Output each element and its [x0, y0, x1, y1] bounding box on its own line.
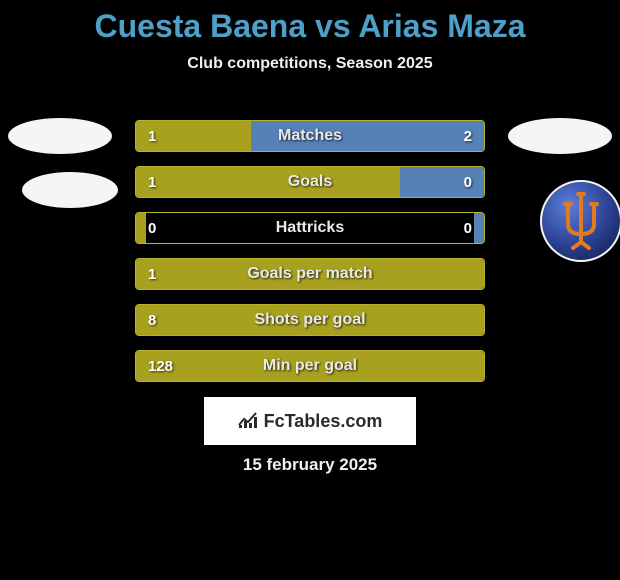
stats-icon [238, 411, 258, 432]
team-left-badge-2 [22, 172, 118, 208]
page-title: Cuesta Baena vs Arias Maza [0, 0, 620, 45]
team-right-badge-1 [508, 118, 612, 154]
bar-row: Matches12 [135, 120, 485, 152]
bar-segment-right [400, 167, 484, 197]
comparison-bars: Matches12 Goals10 Hattricks00 Goals per mat… [135, 120, 485, 396]
bar-segment-right [474, 213, 484, 243]
date-text: 15 february 2025 [0, 455, 620, 475]
trident-icon [556, 190, 606, 252]
bar-segment-left [136, 121, 251, 151]
bar-row: Min per goal128 [135, 350, 485, 382]
logo-text: FcTables.com [264, 411, 383, 432]
fctables-logo[interactable]: FcTables.com [204, 397, 416, 445]
bar-segment-left [136, 213, 146, 243]
bar-row: Shots per goal8 [135, 304, 485, 336]
bar-row: Hattricks00 [135, 212, 485, 244]
bar-segment-left [136, 167, 400, 197]
bar-row: Goals per match1 [135, 258, 485, 290]
subtitle: Club competitions, Season 2025 [0, 55, 620, 73]
bar-segment-right [251, 121, 484, 151]
team-right-badge-2 [540, 180, 620, 262]
bar-segment-left [136, 305, 484, 335]
bar-segment-left [136, 351, 484, 381]
bar-label: Hattricks [136, 213, 484, 243]
team-left-badge-1 [8, 118, 112, 154]
bar-row: Goals10 [135, 166, 485, 198]
bar-segment-left [136, 259, 484, 289]
